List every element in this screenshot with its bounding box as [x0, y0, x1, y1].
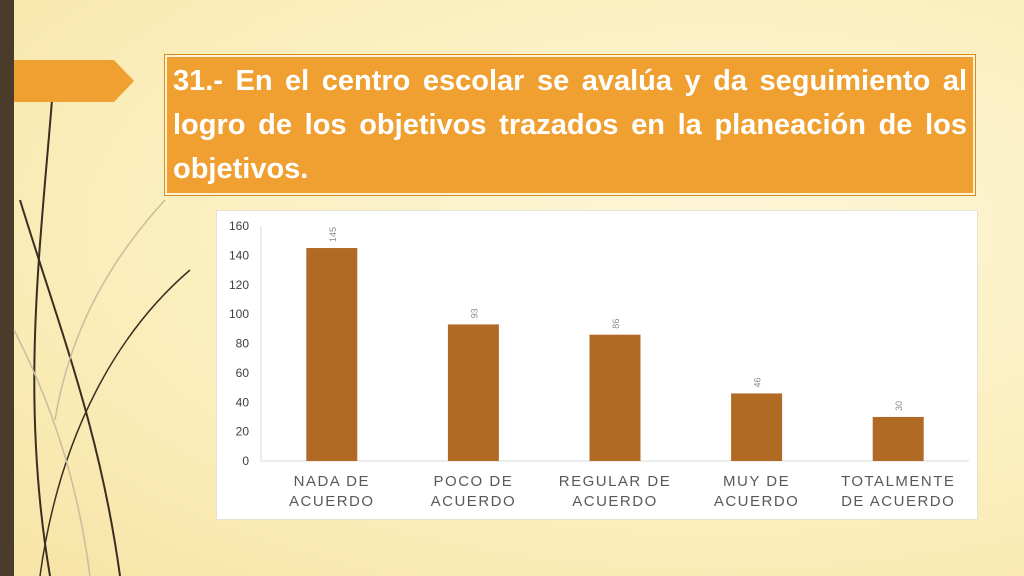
y-tick-label: 120	[229, 278, 249, 292]
bar-data-label: 86	[611, 319, 621, 329]
y-tick-label: 40	[236, 395, 250, 409]
x-tick-label: ACUERDO	[572, 493, 658, 510]
bar-data-label: 46	[753, 377, 763, 387]
x-tick-label: POCO DE	[434, 473, 514, 490]
bar	[447, 324, 499, 461]
x-tick-label: NADA DE	[294, 473, 370, 490]
x-tick-label: TOTALMENTE	[841, 473, 955, 490]
slide-title: 31.- En el centro escolar se avalúa y da…	[173, 65, 967, 185]
slide-side-bar	[0, 0, 14, 576]
bar-data-label: 145	[328, 227, 338, 242]
bar	[589, 334, 641, 461]
y-tick-label: 0	[242, 454, 249, 468]
y-tick-label: 20	[236, 425, 250, 439]
x-tick-label: DE ACUERDO	[841, 493, 955, 510]
y-tick-label: 100	[229, 307, 249, 321]
bar	[306, 248, 358, 461]
title-box: 31.- En el centro escolar se avalúa y da…	[164, 54, 976, 196]
bar-chart: 0 20 40 60 80 100 120 140 160 145 NADA DE ACUERDO 93…	[229, 219, 969, 510]
chart-panel: 0 20 40 60 80 100 120 140 160 145 NADA DE ACUERDO 93…	[216, 210, 978, 520]
x-tick-label: REGULAR DE	[559, 473, 672, 490]
bar-data-label: 30	[894, 401, 904, 411]
x-tick-label: ACUERDO	[714, 493, 800, 510]
bar	[731, 393, 783, 461]
decorative-curves	[13, 99, 191, 576]
y-tick-label: 80	[236, 337, 250, 351]
title-arrow-tab	[14, 60, 134, 102]
bar-data-label: 93	[469, 308, 479, 318]
x-tick-label: MUY DE	[723, 473, 790, 490]
y-tick-label: 60	[236, 366, 250, 380]
y-tick-label: 160	[229, 219, 249, 233]
x-tick-label: ACUERDO	[431, 493, 517, 510]
y-tick-label: 140	[229, 248, 249, 262]
x-tick-label: ACUERDO	[289, 493, 375, 510]
bar	[872, 416, 924, 461]
